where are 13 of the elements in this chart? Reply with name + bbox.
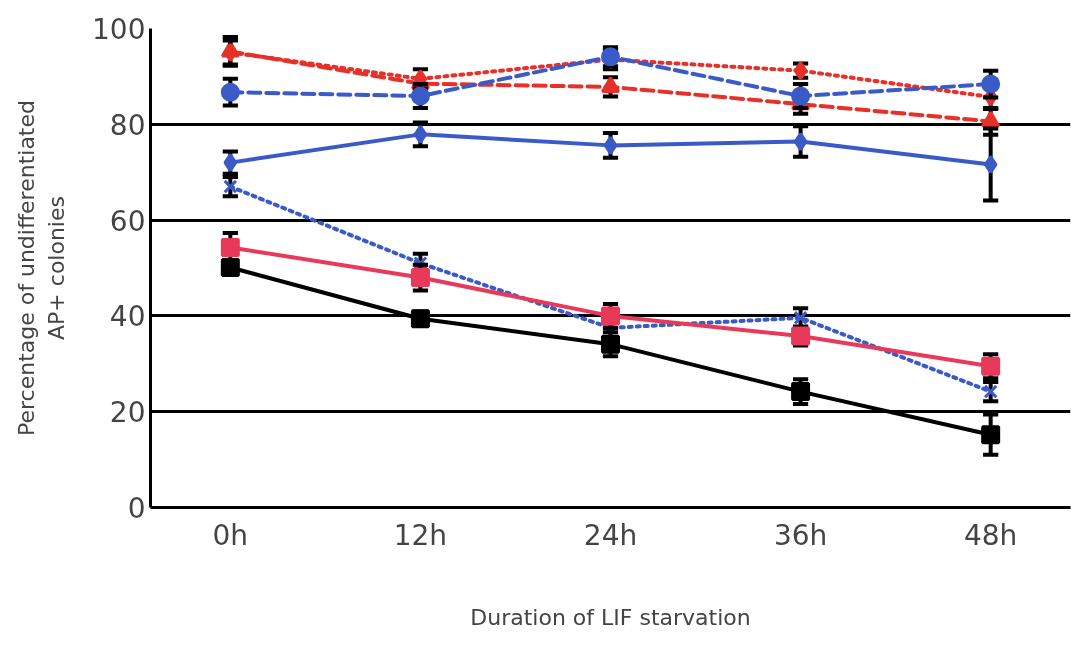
- y-tick-label: 80: [109, 108, 146, 142]
- x-tick-label: 24h: [583, 518, 638, 552]
- x-axis-title: Duration of LIF starvation: [470, 604, 751, 630]
- x-tick-label: 0h: [212, 518, 249, 552]
- x-tick-label: 36h: [773, 518, 828, 552]
- y-tick-label: 60: [109, 204, 146, 238]
- y-tick-label: 0: [127, 492, 146, 525]
- y-axis-title: Percentage of undifferentiated AP+ colonies: [14, 100, 70, 436]
- y-tick-label: 100: [92, 13, 146, 46]
- x-tick-label: 12h: [393, 518, 448, 552]
- y-tick-label: 40: [109, 300, 146, 334]
- y-tick-label: 20: [109, 396, 146, 430]
- x-tick-label: 48h: [963, 518, 1018, 552]
